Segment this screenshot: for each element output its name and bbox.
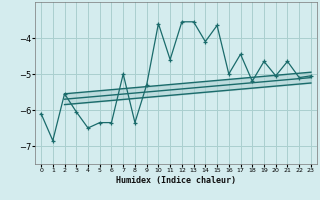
X-axis label: Humidex (Indice chaleur): Humidex (Indice chaleur) [116,176,236,185]
